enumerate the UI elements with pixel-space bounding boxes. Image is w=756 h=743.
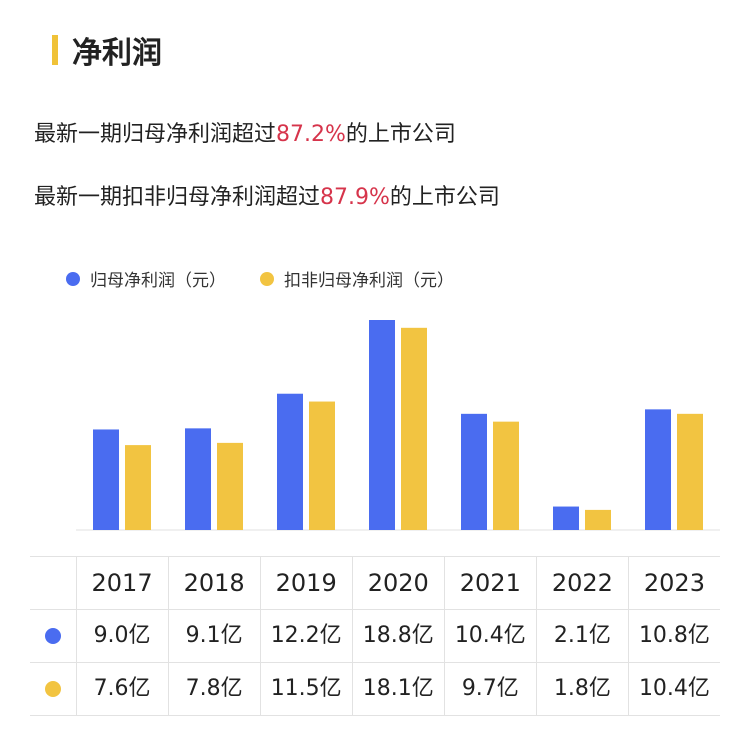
legend-label-series1: 归母净利润（元） xyxy=(90,271,226,291)
bar-series1-2020 xyxy=(369,320,395,530)
row-marker xyxy=(30,663,76,715)
value-cell: 18.8亿 xyxy=(351,610,444,662)
bar-series1-2019 xyxy=(277,393,303,530)
bar-series1-2018 xyxy=(185,428,211,530)
section-title: 净利润 xyxy=(72,36,162,71)
headline2-percentage: 87.9% xyxy=(320,185,390,210)
bar-series2-2019 xyxy=(309,401,335,530)
table-row-series2: 7.6亿 7.8亿 11.5亿 18.1亿 9.7亿 1.8亿 10.4亿 xyxy=(30,663,720,716)
legend-item-series2: 扣非归母净利润（元） xyxy=(260,266,454,291)
bar-series1-2023 xyxy=(645,409,671,530)
headline-net-profit: 最新一期归母净利润超过87.2%的上市公司 xyxy=(34,116,456,148)
headline-deducted-net-profit: 最新一期扣非归母净利润超过87.9%的上市公司 xyxy=(34,179,500,211)
value-cell: 9.7亿 xyxy=(443,663,536,715)
series1-dot-icon xyxy=(44,628,61,644)
headline1-suffix: 的上市公司 xyxy=(345,122,456,147)
year-cell: 2021 xyxy=(443,557,536,609)
year-cell: 2023 xyxy=(627,557,720,609)
year-cell: 2019 xyxy=(259,557,352,609)
value-cell: 12.2亿 xyxy=(259,610,352,662)
value-cell: 10.8亿 xyxy=(627,610,720,662)
bar-series2-2018 xyxy=(217,442,243,530)
value-cell: 9.1亿 xyxy=(167,610,260,662)
bar-series1-2021 xyxy=(461,413,487,530)
value-cell: 18.1亿 xyxy=(351,663,444,715)
value-cell: 10.4亿 xyxy=(627,663,720,715)
table-header-row: 2017 2018 2019 2020 2021 2022 2023 xyxy=(30,556,720,610)
value-cell: 7.8亿 xyxy=(167,663,260,715)
year-cell: 2017 xyxy=(75,557,168,609)
data-table: 2017 2018 2019 2020 2021 2022 2023 9.0亿 … xyxy=(30,556,720,716)
value-cell: 7.6亿 xyxy=(75,663,168,715)
headline1-prefix: 最新一期归母净利润超过 xyxy=(34,122,277,147)
year-cell: 2018 xyxy=(167,557,260,609)
chart-legend: 归母净利润（元） 扣非归母净利润（元） xyxy=(66,266,488,291)
row-marker xyxy=(30,610,76,662)
value-cell: 9.0亿 xyxy=(75,610,168,662)
bar-series2-2022 xyxy=(585,509,611,530)
bar-series1-2022 xyxy=(553,506,579,530)
year-cell: 2022 xyxy=(535,557,628,609)
title-accent-bar xyxy=(52,35,58,65)
bar-series1-2017 xyxy=(93,429,119,530)
year-cell: 2020 xyxy=(351,557,444,609)
value-cell: 11.5亿 xyxy=(259,663,352,715)
bar-series2-2023 xyxy=(677,413,703,530)
legend-item-series1: 归母净利润（元） xyxy=(66,266,226,291)
headline2-suffix: 的上市公司 xyxy=(389,185,500,210)
bar-series2-2020 xyxy=(401,327,427,530)
table-corner xyxy=(30,557,76,609)
section-header: 净利润 xyxy=(52,30,162,71)
headline1-percentage: 87.2% xyxy=(276,122,346,147)
value-cell: 2.1亿 xyxy=(535,610,628,662)
table-row-series1: 9.0亿 9.1亿 12.2亿 18.8亿 10.4亿 2.1亿 10.8亿 xyxy=(30,610,720,663)
series2-dot-icon xyxy=(44,681,61,697)
value-cell: 1.8亿 xyxy=(535,663,628,715)
bar-chart xyxy=(76,320,720,531)
bar-series2-2021 xyxy=(493,421,519,530)
legend-dot-icon xyxy=(260,271,274,286)
legend-label-series2: 扣非归母净利润（元） xyxy=(284,271,454,291)
bar-series2-2017 xyxy=(125,445,151,530)
value-cell: 10.4亿 xyxy=(443,610,536,662)
headline2-prefix: 最新一期扣非归母净利润超过 xyxy=(34,185,321,210)
legend-dot-icon xyxy=(66,271,80,286)
